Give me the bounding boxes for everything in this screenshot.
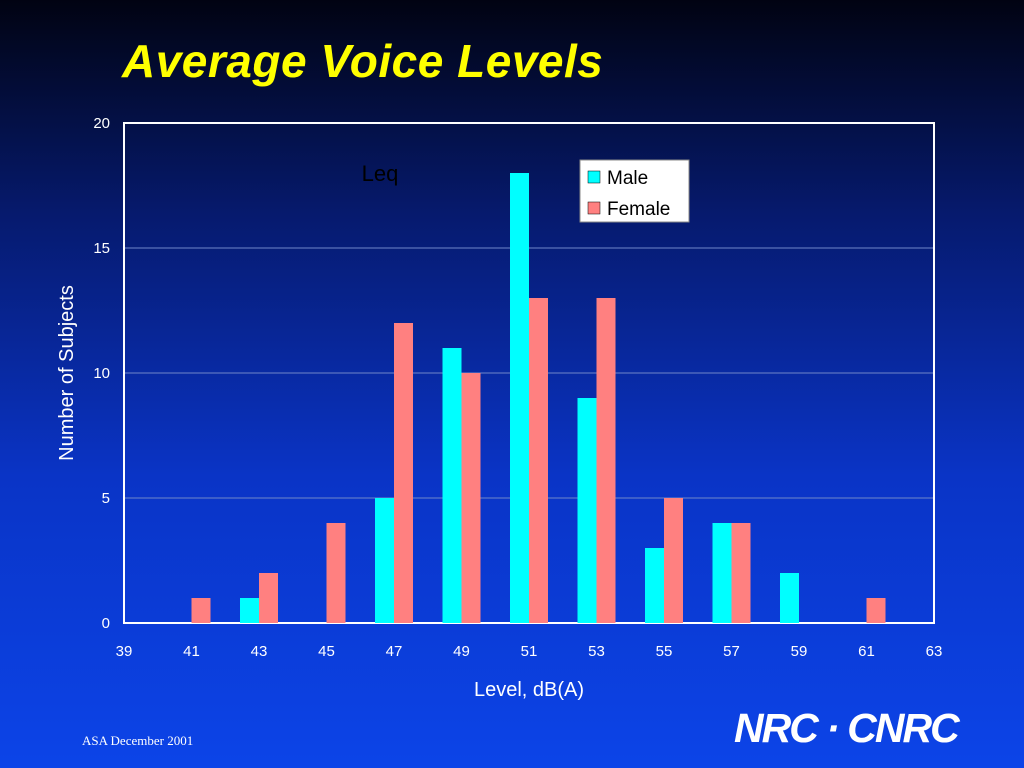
legend: Male Female: [579, 159, 690, 223]
x-tick-label: 57: [723, 643, 740, 660]
x-tick-label: 55: [656, 643, 673, 660]
x-axis-label: Level, dB(A): [474, 679, 584, 701]
x-tick-label: 51: [521, 643, 538, 660]
bar-male-47: [375, 498, 394, 623]
bar-male-43: [240, 598, 259, 623]
nrc-cnrc-logo: NRC · CNRC: [734, 705, 963, 751]
y-tick-label: 0: [102, 615, 110, 632]
bar-female-49: [461, 373, 481, 623]
legend-label-female: Female: [607, 199, 670, 220]
y-tick-label: 20: [93, 115, 110, 132]
x-tick-label: 49: [453, 643, 470, 660]
bar-female-51: [529, 298, 548, 623]
y-tick-label: 5: [102, 490, 110, 507]
bar-male-59: [780, 573, 799, 623]
bar-male-57: [712, 523, 732, 623]
leq-annotation: Leq: [362, 161, 399, 186]
bar-female-53: [596, 298, 616, 623]
bar-female-45: [326, 523, 346, 623]
bar-female-41: [191, 598, 211, 623]
legend-label-male: Male: [607, 168, 648, 189]
bars: [191, 173, 886, 623]
bar-male-53: [577, 398, 597, 623]
x-tick-label: 45: [318, 643, 335, 660]
bar-female-55: [664, 498, 683, 623]
x-tick-label: 59: [791, 643, 808, 660]
bar-female-47: [394, 323, 413, 623]
footer-text: ASA December 2001: [82, 733, 194, 748]
bar-male-55: [645, 548, 664, 623]
tick-labels: 39 41 43 45 47 49 51 53 55 57 59 61 63 0 5 10 15 20: [93, 115, 942, 660]
bar-female-61: [866, 598, 886, 623]
x-tick-label: 41: [183, 643, 200, 660]
x-tick-label: 63: [926, 643, 943, 660]
y-tick-label: 15: [93, 240, 110, 257]
legend-swatch-female: [587, 201, 601, 215]
bar-female-43: [259, 573, 278, 623]
y-tick-label: 10: [93, 365, 110, 382]
x-tick-label: 61: [858, 643, 875, 660]
bar-male-51: [510, 173, 529, 623]
logo-wordmark: NRC · CNRC: [734, 705, 961, 751]
x-tick-label: 43: [251, 643, 268, 660]
x-tick-label: 39: [116, 643, 133, 660]
bar-male-49: [442, 348, 462, 623]
x-tick-label: 47: [386, 643, 403, 660]
bar-female-57: [731, 523, 751, 623]
slide-title: Average Voice Levels: [122, 35, 604, 87]
x-tick-label: 53: [588, 643, 605, 660]
y-axis-label: Number of Subjects: [56, 285, 78, 461]
legend-swatch-male: [587, 170, 601, 184]
